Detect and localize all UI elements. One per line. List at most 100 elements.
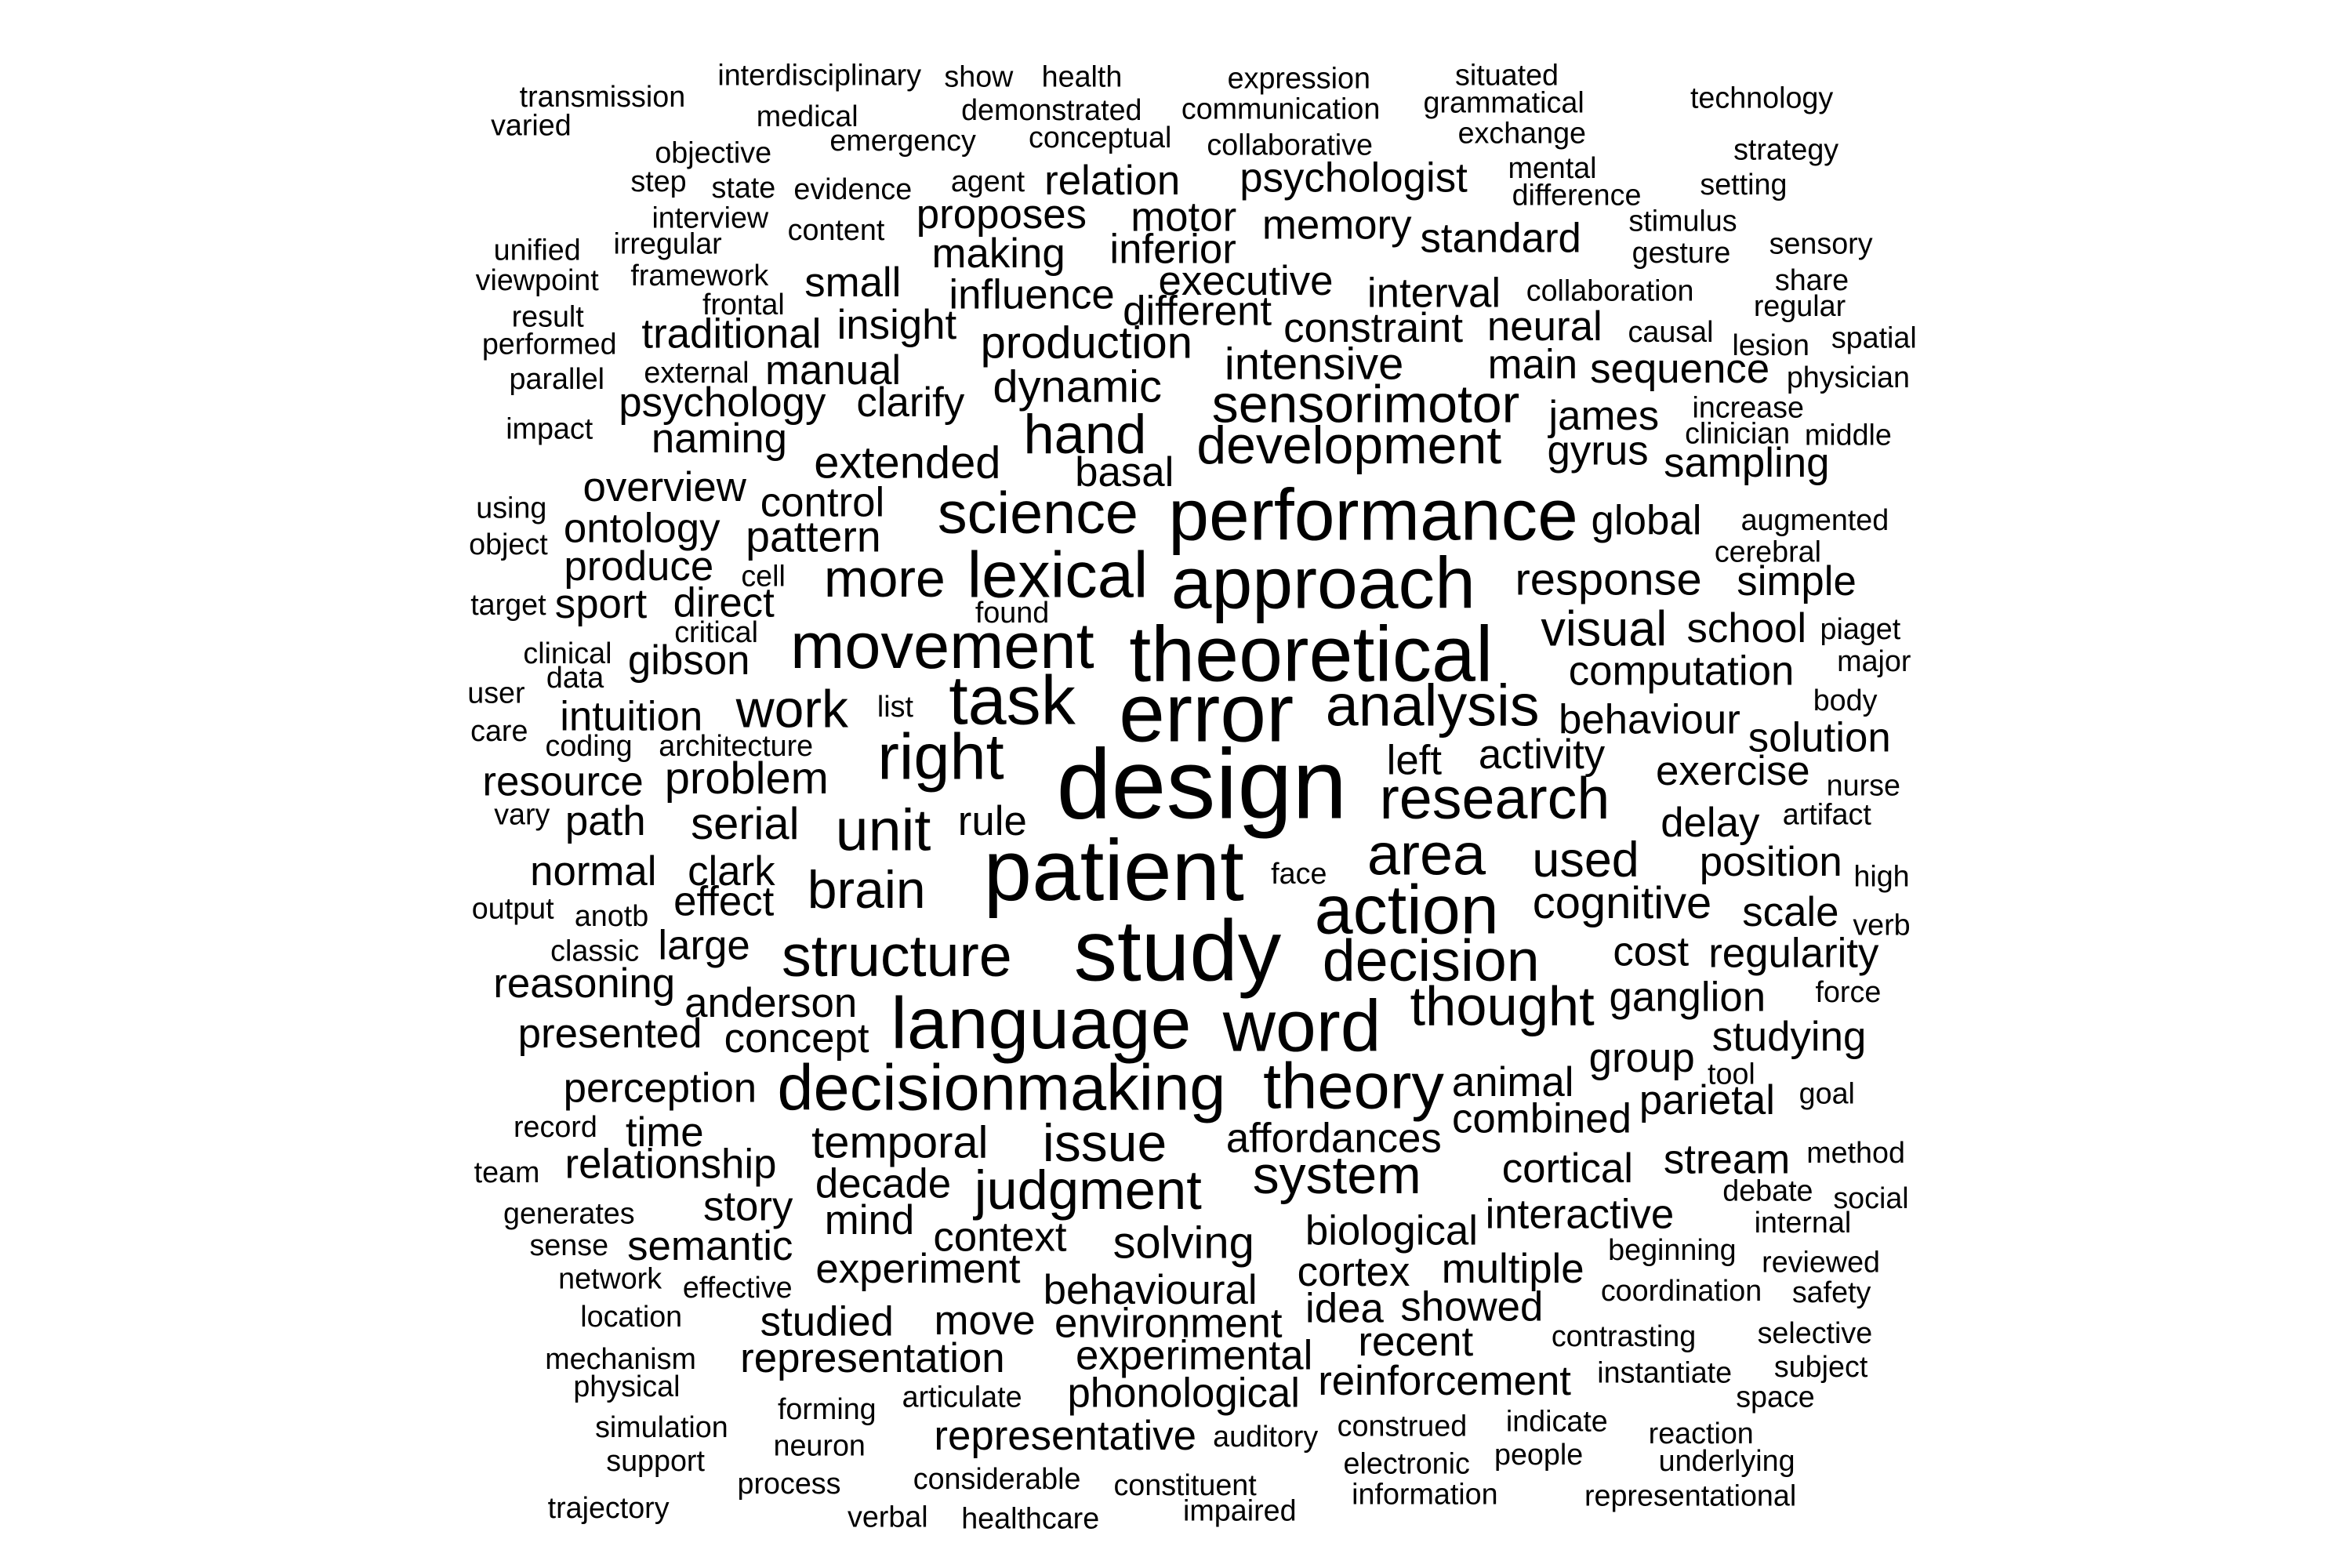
word-main: main bbox=[1488, 341, 1577, 387]
word-activity: activity bbox=[1479, 731, 1606, 778]
word-process: process bbox=[738, 1467, 841, 1500]
word-interactive: interactive bbox=[1486, 1191, 1675, 1237]
word-story: story bbox=[703, 1184, 793, 1230]
word-physical: physical bbox=[573, 1370, 680, 1403]
word-situated: situated bbox=[1455, 59, 1559, 92]
word-healthcare: healthcare bbox=[961, 1501, 1099, 1534]
word-perception: perception bbox=[564, 1065, 757, 1112]
word-movement: movement bbox=[790, 609, 1094, 682]
word-issue: issue bbox=[1043, 1114, 1167, 1173]
word-decisionmaking: decisionmaking bbox=[777, 1051, 1225, 1124]
word-communication: communication bbox=[1181, 92, 1380, 125]
word-right: right bbox=[877, 720, 1004, 793]
word-action: action bbox=[1315, 870, 1499, 948]
word-ontology: ontology bbox=[564, 505, 720, 551]
word-computation: computation bbox=[1569, 648, 1795, 694]
word-body: body bbox=[1813, 684, 1878, 717]
word-clinical: clinical bbox=[523, 637, 612, 670]
word-interval: interval bbox=[1367, 270, 1501, 316]
word-user: user bbox=[467, 676, 524, 709]
word-social: social bbox=[1833, 1181, 1908, 1214]
word-basal: basal bbox=[1075, 449, 1174, 495]
word-school: school bbox=[1686, 605, 1806, 652]
word-critical: critical bbox=[674, 615, 758, 648]
word-executive: executive bbox=[1158, 258, 1333, 304]
word-space: space bbox=[1736, 1380, 1815, 1413]
word-rule: rule bbox=[958, 798, 1027, 844]
word-behaviour: behaviour bbox=[1559, 696, 1740, 742]
word-expression: expression bbox=[1228, 62, 1370, 95]
word-sense: sense bbox=[530, 1229, 609, 1261]
word-considerable: considerable bbox=[913, 1462, 1081, 1495]
word-people: people bbox=[1494, 1438, 1583, 1471]
word-location: location bbox=[580, 1300, 682, 1333]
word-cerebral: cerebral bbox=[1715, 535, 1821, 568]
word-neural: neural bbox=[1487, 303, 1602, 350]
word-classic: classic bbox=[550, 934, 639, 967]
word-global: global bbox=[1592, 498, 1702, 544]
word-psychologist: psychologist bbox=[1240, 154, 1468, 201]
word-regularity: regularity bbox=[1708, 930, 1879, 976]
word-unified: unified bbox=[494, 233, 581, 266]
word-sport: sport bbox=[555, 581, 648, 627]
word-framework: framework bbox=[630, 259, 768, 292]
word-dynamic: dynamic bbox=[993, 362, 1162, 412]
word-team: team bbox=[474, 1156, 540, 1189]
word-stimulus: stimulus bbox=[1628, 204, 1737, 237]
word-impact: impact bbox=[506, 412, 593, 445]
word-language: language bbox=[891, 982, 1191, 1064]
word-intuition: intuition bbox=[560, 693, 702, 739]
word-setting: setting bbox=[1700, 168, 1787, 201]
word-internal: internal bbox=[1755, 1206, 1852, 1239]
word-relation: relation bbox=[1044, 158, 1180, 204]
word-safety: safety bbox=[1792, 1276, 1871, 1308]
word-system: system bbox=[1253, 1146, 1421, 1205]
word-production: production bbox=[981, 318, 1192, 368]
word-james: james bbox=[1547, 393, 1659, 439]
word-interview: interview bbox=[652, 201, 768, 234]
word-studied: studied bbox=[760, 1299, 894, 1345]
word-network: network bbox=[558, 1262, 662, 1295]
word-clark: clark bbox=[688, 848, 775, 895]
word-impaired: impaired bbox=[1183, 1494, 1297, 1527]
word-evidence: evidence bbox=[793, 172, 912, 205]
word-effective: effective bbox=[683, 1271, 793, 1304]
word-result: result bbox=[512, 299, 585, 332]
word-solution: solution bbox=[1748, 714, 1891, 760]
word-representative: representative bbox=[934, 1413, 1196, 1459]
word-high: high bbox=[1853, 860, 1909, 893]
word-motor: motor bbox=[1131, 194, 1236, 241]
word-constituent: constituent bbox=[1113, 1468, 1257, 1501]
word-electronic: electronic bbox=[1344, 1447, 1470, 1480]
word-lesion: lesion bbox=[1732, 328, 1809, 361]
word-development: development bbox=[1196, 416, 1501, 475]
word-small: small bbox=[804, 260, 901, 306]
word-psychology: psychology bbox=[619, 379, 826, 426]
word-strategy: strategy bbox=[1733, 133, 1838, 166]
word-behavioural: behavioural bbox=[1044, 1267, 1258, 1313]
word-work: work bbox=[735, 681, 849, 739]
word-emergency: emergency bbox=[829, 124, 976, 157]
word-experimental: experimental bbox=[1076, 1332, 1312, 1378]
word-inferior: inferior bbox=[1109, 226, 1236, 272]
word-naming: naming bbox=[652, 416, 787, 462]
word-scale: scale bbox=[1742, 889, 1838, 935]
word-cortical: cortical bbox=[1502, 1145, 1633, 1192]
word-forming: forming bbox=[778, 1392, 877, 1425]
word-instantiate: instantiate bbox=[1597, 1356, 1732, 1389]
word-nurse: nurse bbox=[1827, 768, 1900, 801]
word-care: care bbox=[470, 714, 528, 747]
word-exchange: exchange bbox=[1458, 116, 1586, 149]
word-physician: physician bbox=[1787, 361, 1910, 394]
word-unit: unit bbox=[836, 797, 931, 862]
word-response: response bbox=[1515, 554, 1702, 604]
word-path: path bbox=[565, 798, 646, 844]
word-extended: extended bbox=[814, 437, 1000, 488]
word-temporal: temporal bbox=[811, 1118, 988, 1168]
word-solving: solving bbox=[1113, 1218, 1254, 1268]
word-delay: delay bbox=[1661, 800, 1760, 846]
word-cell: cell bbox=[741, 559, 786, 592]
word-study: study bbox=[1074, 903, 1282, 1000]
